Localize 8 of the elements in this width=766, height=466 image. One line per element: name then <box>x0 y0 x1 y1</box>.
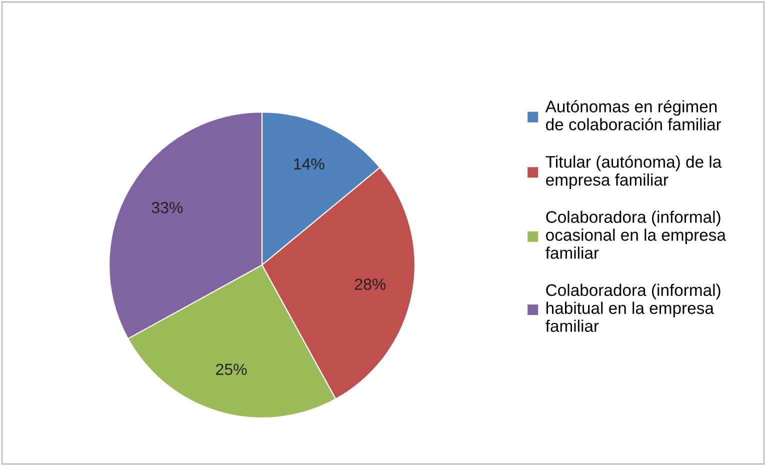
data-label: 25% <box>216 364 247 376</box>
data-label: 14% <box>294 158 324 170</box>
legend-label: Autónomas en régimen de colaboración familiar <box>545 100 722 130</box>
legend-label: Titular (autónoma) de la empresa familiar <box>546 155 722 190</box>
data-label: 28% <box>354 278 386 290</box>
legend-label: Colaboradora (informal) habitual en la empresa familiar <box>546 284 720 332</box>
data-label: 33% <box>152 202 183 214</box>
legend-label: Colaboradora (informal) ocasional en la empresa familiar <box>546 210 726 259</box>
